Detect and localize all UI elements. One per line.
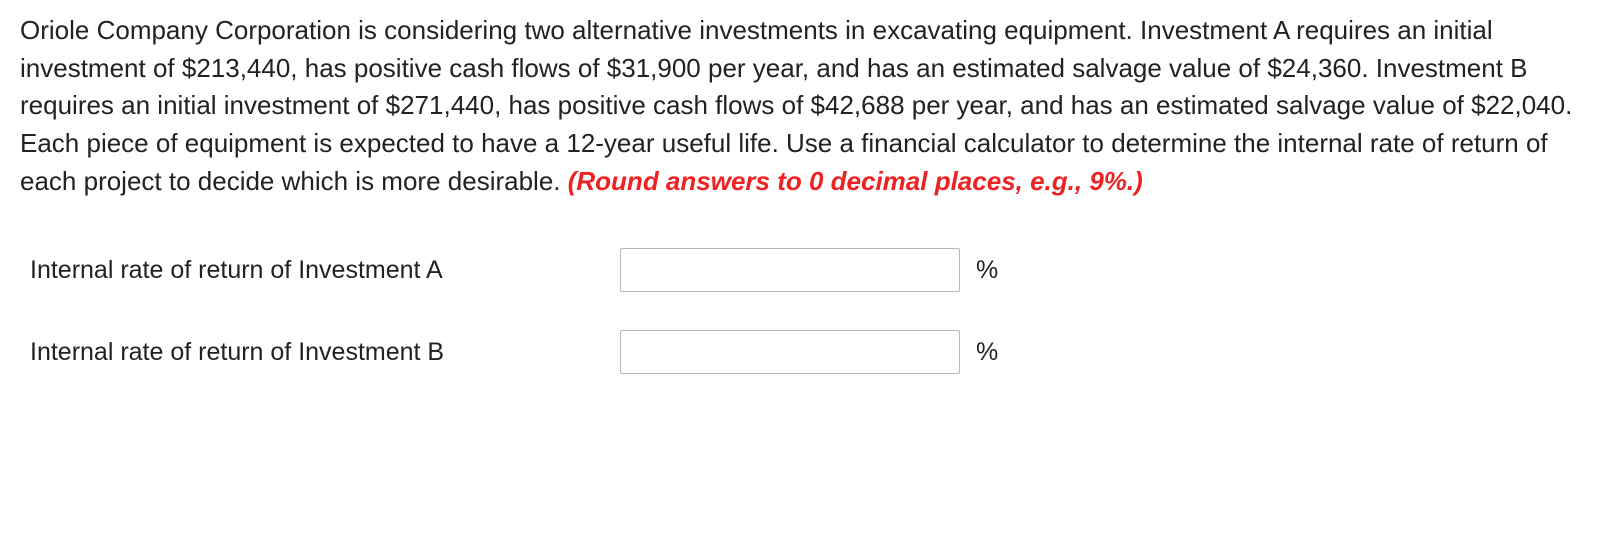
answer-row-investment-b: Internal rate of return of Investment B … [30,330,1590,374]
investment-b-input[interactable] [620,330,960,374]
answer-row-investment-a: Internal rate of return of Investment A … [30,248,1590,292]
investment-b-unit: % [976,338,998,367]
investment-a-unit: % [976,256,998,285]
investment-b-label: Internal rate of return of Investment B [30,338,620,367]
question-paragraph: Oriole Company Corporation is considerin… [20,12,1590,200]
answer-section: Internal rate of return of Investment A … [20,248,1590,374]
question-instruction-text: (Round answers to 0 decimal places, e.g.… [568,166,1143,196]
investment-a-input[interactable] [620,248,960,292]
investment-a-label: Internal rate of return of Investment A [30,256,620,285]
